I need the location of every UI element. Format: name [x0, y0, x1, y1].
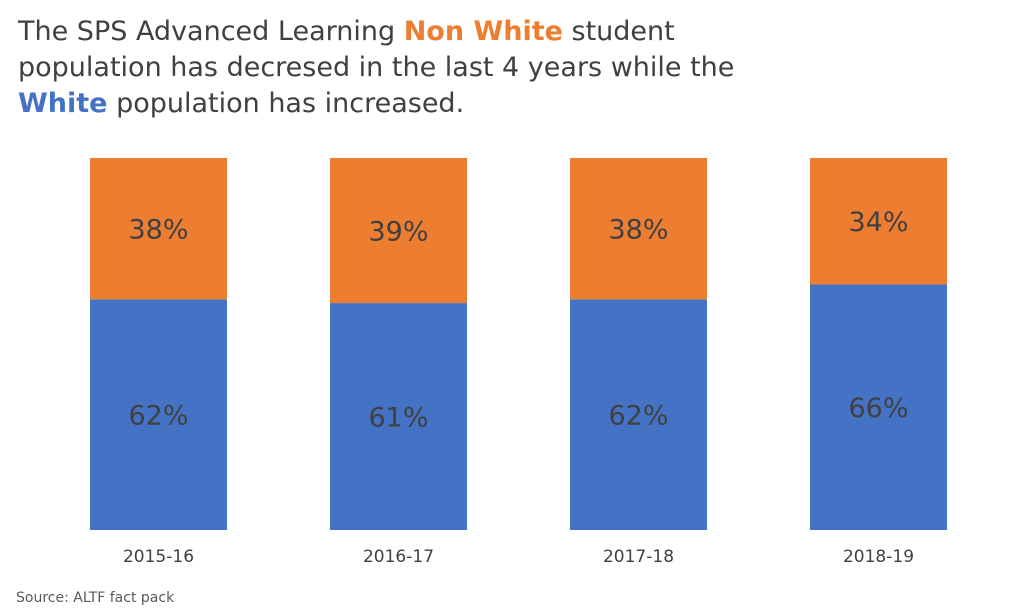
data-label-non-white-2018-19: 34% [848, 207, 908, 238]
data-label-white-2017-18: 62% [608, 401, 668, 432]
data-label-white-2015-16: 62% [128, 401, 188, 432]
title-text-3: population has increased. [107, 88, 465, 119]
source-note: Source: ALTF fact pack [16, 590, 175, 606]
bar-non-white-2015-16 [90, 158, 227, 300]
bar-white-2015-16 [90, 299, 227, 530]
data-label-white-2018-19: 66% [848, 393, 908, 424]
bar-white-2018-19 [810, 284, 947, 530]
data-label-non-white-2017-18: 38% [608, 215, 668, 246]
bar-non-white-2018-19 [810, 158, 947, 285]
data-label-non-white-2015-16: 38% [128, 215, 188, 246]
title-text-1: The SPS Advanced Learning [18, 16, 404, 47]
bar-white-2016-17 [330, 303, 467, 530]
title-highlight-non-white: Non White [403, 16, 563, 47]
x-tick-label-2018-19: 2018-19 [843, 547, 914, 567]
x-tick-label-2016-17: 2016-17 [363, 547, 434, 567]
bar-non-white-2017-18 [570, 158, 707, 300]
data-label-white-2016-17: 61% [368, 403, 428, 434]
data-label-non-white-2016-17: 39% [368, 217, 428, 248]
bar-non-white-2016-17 [330, 158, 467, 304]
title-highlight-white: White [18, 88, 108, 119]
title-text-2: student population has decresed in the l… [18, 16, 735, 83]
bar-white-2017-18 [570, 299, 707, 530]
chart-title: The SPS Advanced Learning Non White stud… [18, 14, 818, 122]
x-tick-label-2015-16: 2015-16 [123, 547, 194, 567]
x-tick-label-2017-18: 2017-18 [603, 547, 674, 567]
